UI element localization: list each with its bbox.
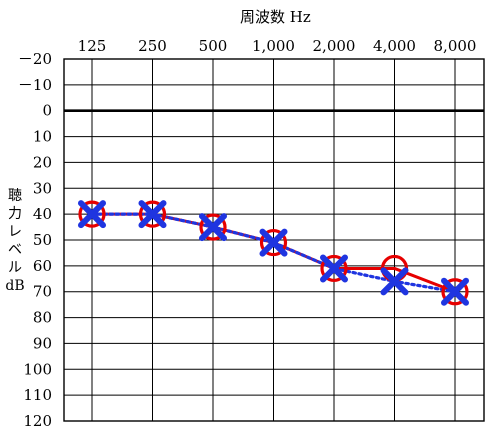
x-tick-label: 250: [138, 37, 167, 55]
y-tick-label: 10: [33, 128, 52, 146]
left-ear-cross-marker: [259, 228, 288, 257]
right-ear-circle-marker: [138, 200, 167, 228]
y-axis-title: 聴力レベル dB: [4, 187, 26, 295]
y-tick-label: 70: [33, 283, 52, 301]
x-tick-label: 500: [199, 37, 228, 55]
left-ear-cross-marker: [138, 200, 167, 229]
chart-series: [78, 200, 469, 306]
cross-stroke: [259, 228, 288, 257]
y-tick-label: 20: [33, 153, 52, 171]
y-tick-label: 110: [23, 386, 52, 404]
y-axis-title-part: 力: [8, 206, 22, 222]
y-tick-label: 100: [23, 360, 52, 378]
x-tick-label: 2,000: [313, 37, 356, 55]
x-tick-label: 1,000: [252, 37, 295, 55]
right-ear-circle-marker: [78, 200, 106, 228]
right-ear-circle-marker: [320, 254, 348, 283]
left-ear-cross-marker: [320, 254, 348, 283]
cross-stroke: [138, 200, 167, 229]
right-ear-circle-marker: [259, 228, 288, 257]
x-tick-label: 4,000: [373, 37, 416, 55]
y-axis-title-part: dB: [5, 278, 25, 294]
cross-stroke: [320, 254, 348, 283]
y-axis-title-part: 聴: [8, 188, 22, 204]
x-axis-title: 周波数 Hz: [240, 8, 311, 26]
y-tick-label: 0: [42, 102, 52, 120]
left-ear-cross-marker: [199, 213, 227, 242]
y-tick-label: 30: [33, 179, 52, 197]
y-tick-label: 120: [23, 412, 52, 430]
y-tick-label: 60: [33, 257, 52, 275]
x-tick-labels: 125 250 500 1,000 2,000 4,000 8,000: [78, 37, 477, 55]
left-ear-cross-marker: [380, 267, 409, 296]
y-tick-label: －20: [18, 50, 52, 68]
y-tick-label: 50: [33, 231, 52, 249]
y-tick-label: －10: [18, 76, 52, 94]
y-tick-label: 90: [33, 334, 52, 352]
cross-stroke: [199, 213, 227, 242]
y-tick-label: 40: [33, 205, 52, 223]
y-tick-label: 80: [33, 309, 52, 327]
x-tick-label: 125: [78, 37, 107, 55]
right-ear-circle-marker: [199, 213, 227, 241]
y-axis-title-part: レ: [8, 224, 22, 240]
cross-stroke: [441, 277, 469, 306]
left-ear-cross-marker: [78, 200, 106, 229]
right-ear-circle-marker: [441, 278, 469, 306]
cross-stroke: [78, 200, 106, 229]
left-ear-cross-marker: [441, 277, 469, 306]
cross-stroke: [380, 267, 409, 296]
y-axis-title-part: ル: [8, 260, 22, 276]
plot-frame: [63, 58, 485, 422]
y-tick-labels: －20 －10 0 10 20 30 40 50 60 70 80 90 100 110 120: [18, 50, 52, 430]
x-tick-label: 8,000: [434, 37, 477, 55]
y-axis-title-part: ベ: [8, 242, 22, 258]
